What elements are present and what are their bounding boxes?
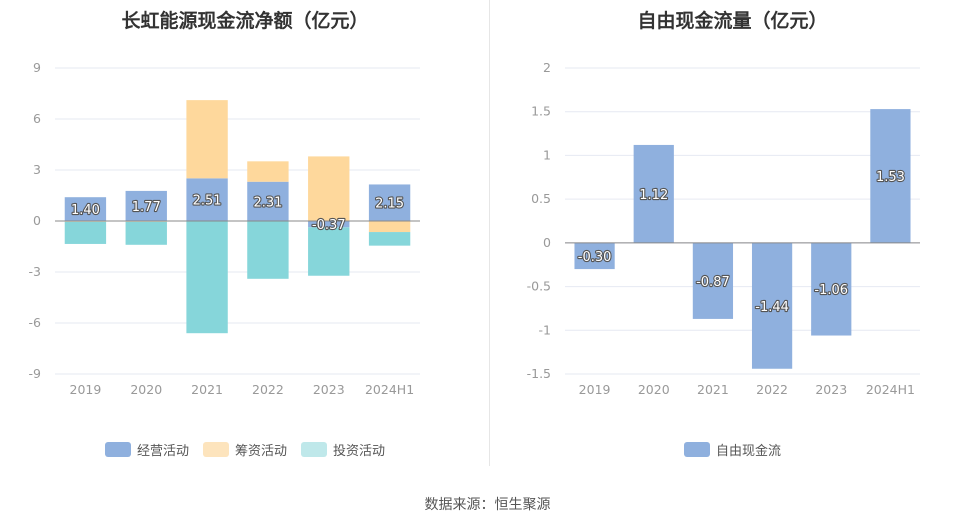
legend-item-operating[interactable]: 经营活动 — [104, 440, 189, 459]
y-tick-label: 0.5 — [531, 191, 551, 206]
x-tick-label: 2020 — [638, 382, 670, 397]
bar-investing — [368, 232, 411, 246]
x-tick-label: 2024H1 — [866, 382, 915, 397]
y-tick-label: -1 — [539, 322, 551, 337]
right-chart-svg: 2 1.5 1 0.5 0 -0.5 -1 -1.5 -0.30 1.12 -0.87 -1.44 -1… — [527, 60, 920, 397]
legend-item-financing[interactable]: 筹资活动 — [202, 440, 287, 459]
bar-investing — [247, 221, 289, 279]
right-chart-legend: 自由现金流 — [490, 440, 975, 459]
bar-investing — [186, 221, 228, 334]
bar-free-cash-flow — [633, 144, 674, 243]
y-tick-label: 2 — [543, 60, 551, 75]
y-tick-label: 1 — [543, 147, 551, 162]
legend-swatch-free-cash-flow — [683, 442, 710, 457]
panel-divider — [489, 0, 490, 466]
bar-investing — [125, 221, 167, 245]
y-tick-label: 9 — [33, 60, 41, 75]
bar-financing — [247, 161, 289, 182]
y-tick-label: 3 — [33, 162, 41, 177]
data-label: -1.06 — [814, 283, 848, 298]
x-tick-label: 2023 — [313, 382, 345, 397]
x-tick-label: 2020 — [130, 382, 162, 397]
y-tick-label: -1.5 — [527, 366, 551, 381]
x-tick-label: 2023 — [815, 382, 847, 397]
data-label: -0.37 — [312, 218, 346, 233]
x-tick-label: 2022 — [756, 382, 788, 397]
x-tick-label: 2021 — [191, 382, 223, 397]
data-label: 1.53 — [876, 170, 905, 185]
bar-operating — [247, 181, 289, 221]
x-tick-label: 2021 — [697, 382, 729, 397]
data-label: -1.44 — [755, 300, 789, 315]
right-chart-panel: 自由现金流量（亿元） 2 1.5 1 0.5 0 -0.5 -1 -1.5 -0.30 1.12 -… — [490, 0, 975, 470]
legend-label-financing: 筹资活动 — [234, 444, 287, 459]
y-tick-label: -9 — [29, 366, 42, 381]
bar-operating — [186, 178, 228, 221]
bar-free-cash-flow — [574, 242, 615, 270]
legend-label-investing: 投资活动 — [333, 444, 386, 459]
left-chart-svg: 9 6 3 0 -3 -6 -9 1.40 1.77 2.51 2.31 -0.37 2.15 2019 2… — [29, 60, 420, 397]
legend-item-free-cash-flow[interactable]: 自由现金流 — [683, 440, 781, 459]
x-tick-label: 2024H1 — [365, 382, 414, 397]
bar-operating — [64, 197, 107, 221]
legend-swatch-investing — [301, 442, 327, 457]
x-tick-label: 2019 — [70, 382, 102, 397]
legend-swatch-operating — [104, 442, 131, 457]
legend-label-operating: 经营活动 — [136, 444, 189, 459]
data-label: 1.12 — [639, 188, 668, 203]
data-label: -0.30 — [578, 250, 612, 265]
bar-investing — [64, 221, 107, 244]
y-tick-label: 6 — [33, 111, 41, 126]
data-source-note: 数据来源：恒生聚源 — [424, 497, 551, 513]
x-tick-label: 2019 — [579, 382, 611, 397]
y-tick-label: -0.5 — [527, 279, 551, 294]
legend-label-free-cash-flow: 自由现金流 — [715, 444, 781, 459]
y-tick-label: -3 — [29, 264, 41, 279]
y-tick-label: 0 — [543, 235, 551, 250]
y-tick-label: 1.5 — [531, 104, 551, 119]
bar-free-cash-flow — [870, 109, 911, 243]
left-chart-title: 长虹能源现金流净额（亿元） — [121, 10, 369, 32]
left-chart-legend: 经营活动 筹资活动 投资活动 — [0, 440, 490, 459]
left-chart-panel: 长虹能源现金流净额（亿元） 9 6 3 0 -3 -6 -9 1.40 1.77 2.51 2.31… — [0, 0, 490, 470]
bar-free-cash-flow — [692, 242, 734, 319]
bar-operating — [125, 190, 167, 221]
legend-swatch-financing — [202, 442, 229, 457]
y-tick-label: -6 — [29, 315, 42, 330]
bar-investing — [308, 227, 350, 276]
bar-financing — [186, 100, 228, 179]
data-label: 1.40 — [71, 203, 100, 218]
y-tick-label: 0 — [33, 213, 41, 228]
bar-operating — [368, 184, 411, 221]
data-label: 2.31 — [253, 195, 282, 210]
bar-financing — [368, 221, 411, 233]
x-tick-label: 2022 — [252, 382, 284, 397]
bar-operating — [308, 221, 350, 228]
bar-free-cash-flow — [811, 242, 852, 336]
data-label: 2.15 — [375, 197, 404, 212]
data-label: 2.51 — [193, 194, 222, 209]
data-label: -0.87 — [696, 275, 730, 290]
legend-item-investing[interactable]: 投资活动 — [301, 440, 385, 459]
right-chart-title: 自由现金流量（亿元） — [637, 10, 828, 32]
bar-free-cash-flow — [751, 242, 793, 369]
data-label: 1.77 — [132, 200, 161, 215]
bar-financing — [308, 156, 350, 221]
